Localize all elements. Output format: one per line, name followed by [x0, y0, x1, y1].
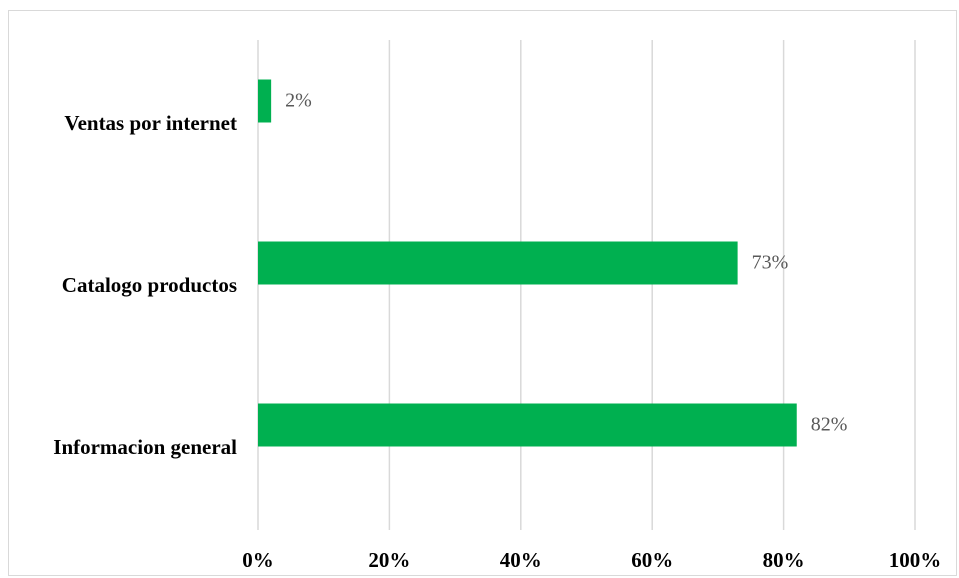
category-label-1: Catalogo productos	[62, 273, 237, 297]
category-label-2: Informacion general	[53, 435, 237, 459]
x-tick-label-3: 60%	[631, 548, 673, 572]
category-label-0: Ventas por internet	[64, 111, 237, 135]
x-tick-label-4: 80%	[763, 548, 805, 572]
data-label-0: 2%	[285, 90, 312, 112]
data-labels: 2% 73% 82%	[285, 90, 847, 436]
category-labels: Ventas por internet Catalogo productos Inf…	[53, 111, 237, 459]
bar-1	[258, 241, 738, 285]
data-label-1: 73%	[752, 252, 789, 274]
x-tick-labels: 0% 20% 40% 60% 80% 100%	[242, 548, 941, 572]
x-tick-label-1: 20%	[368, 548, 410, 572]
bars	[258, 79, 797, 447]
bar-2	[258, 403, 797, 447]
gridlines	[257, 40, 916, 530]
bar-0	[258, 79, 272, 123]
x-tick-label-2: 40%	[500, 548, 542, 572]
x-tick-label-5: 100%	[889, 548, 942, 572]
x-tick-label-0: 0%	[242, 548, 274, 572]
data-label-2: 82%	[811, 414, 848, 436]
chart-frame	[8, 10, 957, 576]
